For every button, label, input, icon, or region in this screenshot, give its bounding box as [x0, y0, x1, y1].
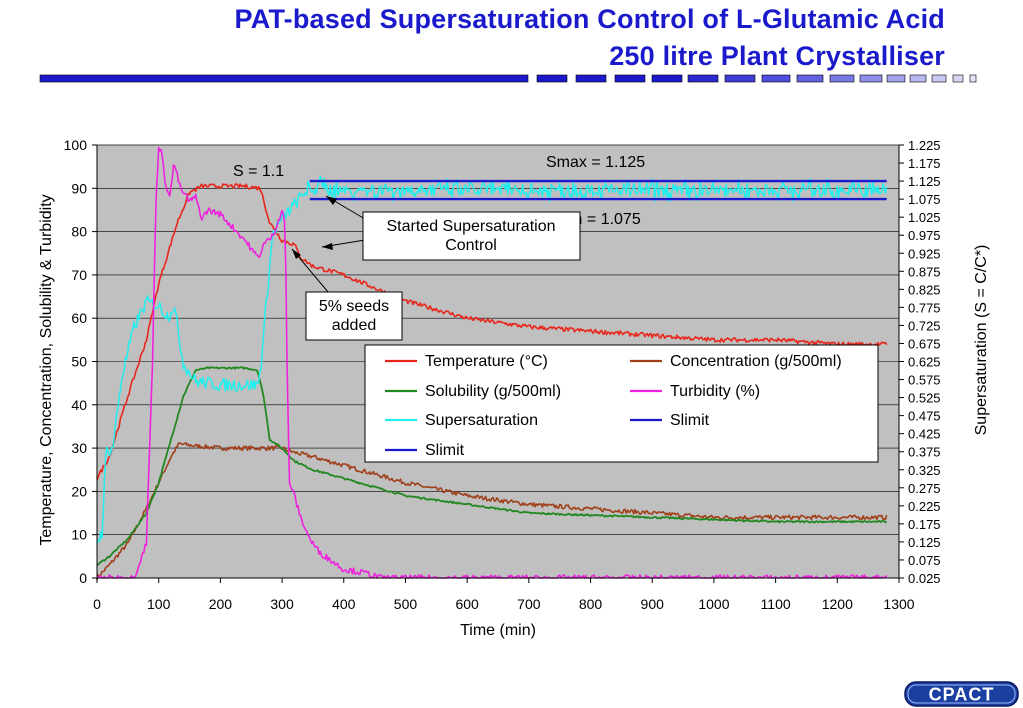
logo-text: CPACT [929, 685, 995, 705]
x-tick-label: 700 [517, 596, 541, 612]
x-tick-label: 1200 [822, 596, 853, 612]
y-tick-label: 20 [71, 483, 87, 499]
y-tick-label: 60 [71, 310, 87, 326]
x-tick-label: 800 [579, 596, 603, 612]
x-tick-label: 400 [332, 596, 356, 612]
legend-label: Concentration (g/500ml) [670, 353, 842, 370]
x-tick-label: 1000 [698, 596, 729, 612]
series-supersaturation [96, 175, 888, 544]
y-tick-label: 0 [79, 570, 87, 586]
cpact-logo: CPACT [904, 681, 1019, 707]
y-tick-label: 40 [71, 397, 87, 413]
axes [92, 144, 904, 583]
y2-tick-label: 0.325 [908, 463, 941, 478]
legend-label: Slimit [670, 412, 710, 429]
x-tick-label: 0 [93, 596, 101, 612]
series-solubility [96, 366, 887, 566]
y2-tick-labels: 0.025 0.075 0.125 0.175 0.225 0.275 0.325 0.375… [908, 138, 941, 586]
y-tick-label: 100 [64, 137, 88, 153]
y2-axis-label: Supersaturation (S = C/C*) [973, 245, 990, 436]
y2-tick-label: 0.425 [908, 427, 941, 442]
annotation-smax: Smax = 1.125 [546, 154, 645, 171]
y2-tick-label: 0.075 [908, 553, 941, 568]
y2-tick-label: 0.675 [908, 336, 941, 351]
x-tick-label: 200 [209, 596, 233, 612]
y2-tick-label: 0.975 [908, 228, 941, 243]
x-tick-label: 500 [394, 596, 418, 612]
legend: Temperature (°C) Concentration (g/500ml) S… [364, 344, 879, 463]
callout-control-text: Started Supersaturation Control [387, 218, 556, 254]
x-axis-label: Time (min) [460, 622, 536, 639]
y2-tick-label: 0.275 [908, 481, 941, 496]
y2-tick-label: 1.175 [908, 156, 941, 171]
page-title-line2: 250 litre Plant Crystalliser [609, 41, 945, 71]
y2-tick-label: 0.525 [908, 391, 941, 406]
legend-label: Supersaturation [425, 412, 538, 429]
y2-tick-label: 0.375 [908, 445, 941, 460]
callout-control: Started Supersaturation Control [321, 195, 581, 261]
y2-tick-label: 0.775 [908, 300, 941, 315]
y2-tick-label: 0.175 [908, 517, 941, 532]
y2-tick-label: 1.025 [908, 210, 941, 225]
y2-tick-label: 0.725 [908, 318, 941, 333]
y2-tick-label: 0.925 [908, 246, 941, 261]
title-underline-decoration [39, 74, 977, 83]
x-tick-label: 1100 [761, 596, 791, 612]
y2-tick-label: 0.025 [908, 571, 941, 586]
y-axis-label: Temperature, Concentration, Solubility &… [38, 194, 55, 545]
legend-label: Turbidity (%) [670, 383, 760, 400]
x-tick-label: 1300 [883, 596, 914, 612]
y2-tick-label: 0.825 [908, 282, 941, 297]
y-tick-label: 10 [71, 527, 87, 543]
y2-tick-label: 0.875 [908, 264, 941, 279]
y2-tick-label: 0.575 [908, 373, 941, 388]
annotation-s: S = 1.1 [233, 163, 284, 180]
y-tick-label: 30 [71, 440, 87, 456]
y2-tick-label: 1.125 [908, 174, 941, 189]
x-tick-label: 600 [455, 596, 479, 612]
chart: 0 100 200 300 400 500 600 700 800 900 1000 1100 1200… [38, 137, 990, 639]
y2-tick-label: 0.225 [908, 499, 941, 514]
legend-label: Solubility (g/500ml) [425, 383, 561, 400]
y2-tick-label: 1.225 [908, 138, 941, 153]
y-tick-label: 90 [71, 180, 87, 196]
series-layer [96, 146, 888, 581]
callout-seeds: 5% seeds added [291, 248, 403, 341]
x-tick-label: 100 [147, 596, 171, 612]
y2-tick-label: 0.625 [908, 355, 941, 370]
x-tick-labels: 0 100 200 300 400 500 600 700 800 900 1000 1100 1200… [93, 596, 915, 612]
y-tick-label: 50 [71, 354, 87, 370]
legend-label: Temperature (°C) [425, 353, 548, 370]
series-concentration [96, 441, 888, 581]
page-title-line1: PAT-based Supersaturation Control of L-G… [234, 4, 945, 34]
y2-tick-label: 0.125 [908, 535, 941, 550]
x-tick-label: 300 [270, 596, 294, 612]
callout-seeds-text: 5% seeds added [319, 298, 389, 334]
y2-tick-label: 0.475 [908, 409, 941, 424]
y-tick-labels: 0 10 20 30 40 50 60 70 80 90 100 [64, 137, 88, 586]
series-temperature [96, 183, 888, 481]
y-tick-label: 70 [71, 267, 87, 283]
legend-label: Slimit [425, 442, 465, 459]
y2-tick-label: 1.075 [908, 192, 941, 207]
x-tick-label: 900 [641, 596, 665, 612]
y-tick-label: 80 [71, 224, 87, 240]
